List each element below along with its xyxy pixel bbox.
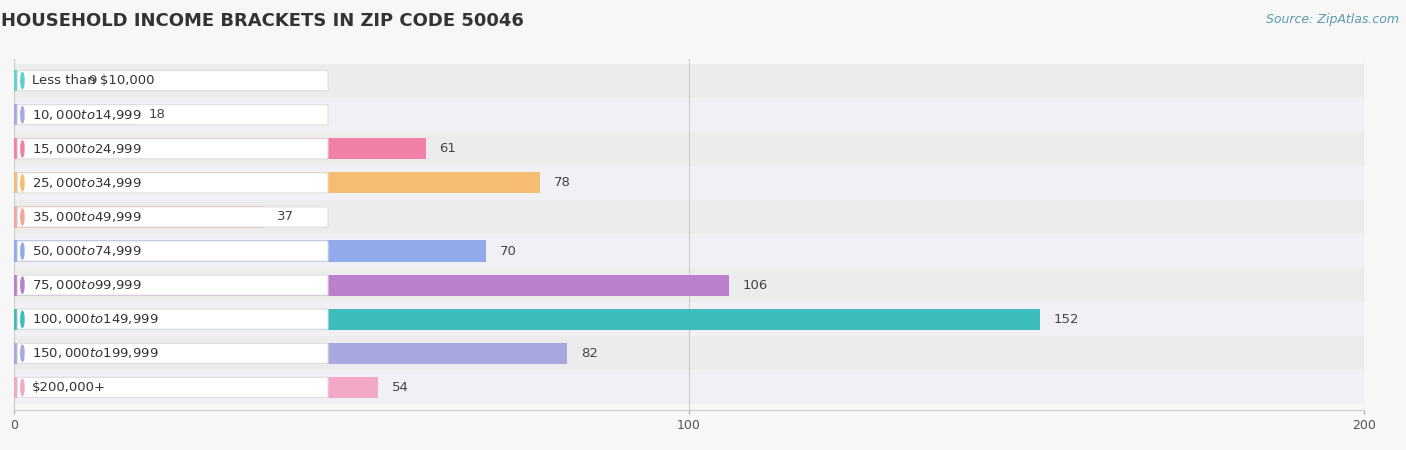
Bar xyxy=(0,98,1406,132)
Text: $35,000 to $49,999: $35,000 to $49,999 xyxy=(32,210,142,224)
Circle shape xyxy=(21,141,24,157)
Text: $150,000 to $199,999: $150,000 to $199,999 xyxy=(32,346,159,360)
Bar xyxy=(0,63,1406,98)
Text: $25,000 to $34,999: $25,000 to $34,999 xyxy=(32,176,142,190)
Text: 9: 9 xyxy=(89,74,97,87)
Bar xyxy=(14,138,426,159)
FancyBboxPatch shape xyxy=(17,241,328,261)
FancyBboxPatch shape xyxy=(17,207,328,227)
Circle shape xyxy=(21,107,24,123)
Bar xyxy=(14,377,378,398)
Bar xyxy=(14,207,264,228)
Bar xyxy=(0,268,1406,302)
Bar xyxy=(14,70,75,91)
Bar xyxy=(14,274,730,296)
Bar xyxy=(14,240,486,261)
Circle shape xyxy=(21,175,24,191)
Text: 61: 61 xyxy=(439,142,456,155)
FancyBboxPatch shape xyxy=(17,309,328,329)
FancyBboxPatch shape xyxy=(17,173,328,193)
FancyBboxPatch shape xyxy=(17,139,328,159)
Bar xyxy=(0,132,1406,166)
Text: $10,000 to $14,999: $10,000 to $14,999 xyxy=(32,108,142,122)
FancyBboxPatch shape xyxy=(17,105,328,125)
Circle shape xyxy=(21,277,24,293)
Bar xyxy=(0,166,1406,200)
Text: 54: 54 xyxy=(392,381,409,394)
Bar xyxy=(14,309,1040,330)
Text: 82: 82 xyxy=(581,347,598,360)
Text: 106: 106 xyxy=(742,279,768,292)
FancyBboxPatch shape xyxy=(17,377,328,397)
Bar xyxy=(14,104,135,125)
FancyBboxPatch shape xyxy=(17,343,328,363)
Text: $200,000+: $200,000+ xyxy=(32,381,105,394)
Bar xyxy=(0,302,1406,336)
Text: 70: 70 xyxy=(501,244,517,257)
Circle shape xyxy=(21,243,24,259)
Text: $50,000 to $74,999: $50,000 to $74,999 xyxy=(32,244,142,258)
Text: $75,000 to $99,999: $75,000 to $99,999 xyxy=(32,278,142,292)
Bar xyxy=(0,370,1406,405)
Text: 78: 78 xyxy=(554,176,571,189)
Bar xyxy=(0,336,1406,370)
Text: $15,000 to $24,999: $15,000 to $24,999 xyxy=(32,142,142,156)
Text: $100,000 to $149,999: $100,000 to $149,999 xyxy=(32,312,159,326)
Circle shape xyxy=(21,379,24,396)
Circle shape xyxy=(21,209,24,225)
Text: 152: 152 xyxy=(1053,313,1078,326)
Bar xyxy=(0,200,1406,234)
Bar xyxy=(14,172,540,194)
Circle shape xyxy=(21,311,24,327)
Text: 37: 37 xyxy=(277,211,294,224)
Text: Source: ZipAtlas.com: Source: ZipAtlas.com xyxy=(1265,14,1399,27)
Circle shape xyxy=(21,345,24,361)
Text: Less than $10,000: Less than $10,000 xyxy=(32,74,155,87)
Text: HOUSEHOLD INCOME BRACKETS IN ZIP CODE 50046: HOUSEHOLD INCOME BRACKETS IN ZIP CODE 50… xyxy=(0,13,523,31)
Bar xyxy=(14,343,568,364)
FancyBboxPatch shape xyxy=(17,71,328,91)
Text: 18: 18 xyxy=(149,108,166,121)
FancyBboxPatch shape xyxy=(17,275,328,295)
Circle shape xyxy=(21,72,24,89)
Bar xyxy=(0,234,1406,268)
